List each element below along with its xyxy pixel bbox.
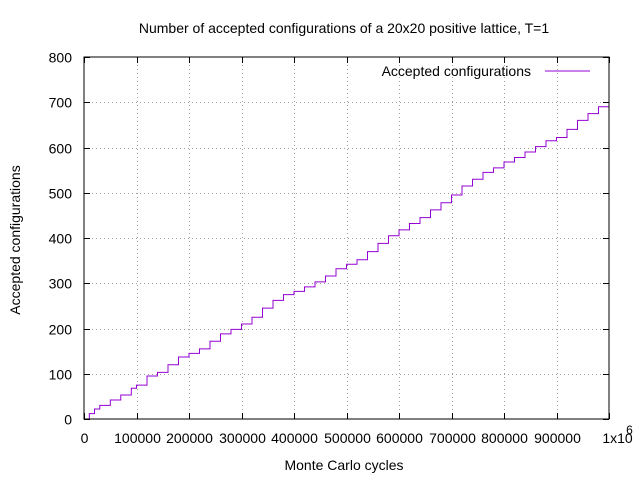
x-tick-label: 1x10 (602, 430, 633, 446)
y-tick-label: 300 (49, 276, 73, 292)
legend-label: Accepted configurations (382, 63, 531, 79)
tick-labels: 0 100 200 300 400 500 600 700 800 0 100000 200000 30… (49, 50, 634, 447)
y-tick-label: 500 (49, 186, 73, 202)
chart-title: Number of accepted configurations of a 2… (139, 20, 549, 36)
y-tick-label: 700 (49, 95, 73, 111)
y-axis-label: Accepted configurations (7, 165, 23, 314)
legend: Accepted configurations (382, 63, 590, 79)
ticks (84, 57, 610, 420)
y-tick-label: 0 (64, 412, 72, 428)
x-tick-label: 700000 (429, 430, 476, 446)
x-tick-label: 600000 (376, 430, 423, 446)
x-tick-label: 500000 (324, 430, 371, 446)
x-tick-label: 400000 (271, 430, 318, 446)
x-axis-label: Monte Carlo cycles (284, 457, 403, 473)
x-tick-label: 200000 (166, 430, 213, 446)
x-tick-label: 900000 (534, 430, 581, 446)
x-tick-label: 800000 (481, 430, 528, 446)
y-tick-label: 400 (49, 231, 73, 247)
y-tick-label: 600 (49, 141, 73, 157)
x-tick-label: 300000 (219, 430, 266, 446)
y-tick-label: 800 (49, 50, 73, 66)
series-layer (84, 97, 610, 420)
y-tick-label: 100 (49, 367, 73, 383)
x-tick-label: 0 (81, 430, 89, 446)
x-tick-exponent: 6 (626, 423, 633, 437)
x-tick-label: 100000 (114, 430, 161, 446)
y-tick-label: 200 (49, 322, 73, 338)
grid (84, 57, 609, 419)
series-line (84, 97, 610, 420)
